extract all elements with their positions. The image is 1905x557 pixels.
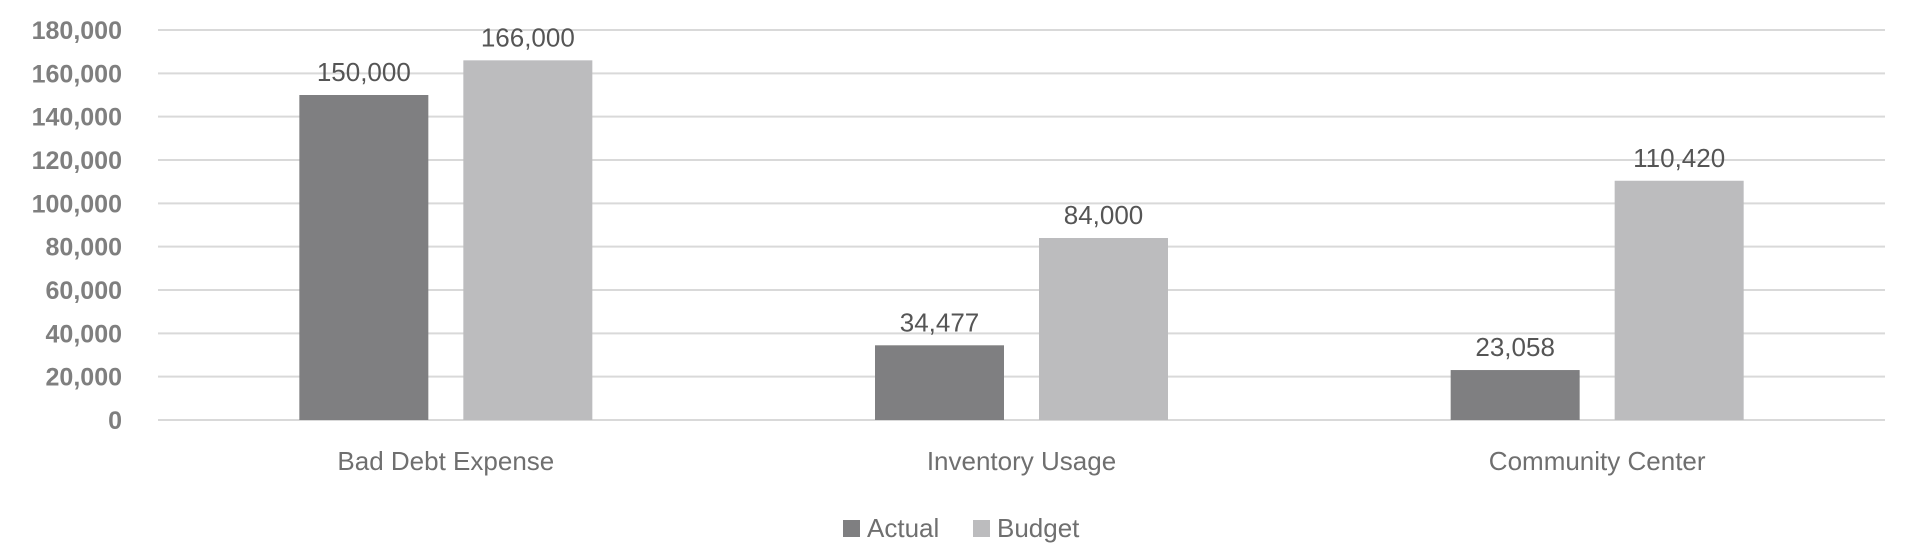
legend-swatch-actual: [843, 520, 860, 537]
legend-swatch-budget: [973, 520, 990, 537]
y-tick-label: 80,000: [46, 234, 122, 262]
data-labels: 150,000 166,000 34,477 84,000 23,058 110,420: [317, 22, 1725, 362]
x-category-label: Inventory Usage: [927, 446, 1116, 476]
y-tick-label: 160,000: [32, 60, 122, 88]
bars: [299, 60, 1744, 420]
x-category-label: Community Center: [1489, 446, 1706, 476]
y-tick-label: 0: [108, 407, 122, 435]
bar-budget: [1614, 180, 1744, 420]
y-tick-label: 100,000: [32, 190, 122, 218]
data-label: 110,420: [1633, 143, 1725, 173]
y-tick-label: 140,000: [32, 104, 122, 132]
data-label: 150,000: [317, 57, 411, 87]
y-tick-label: 20,000: [46, 364, 122, 392]
y-tick-label: 40,000: [46, 320, 122, 348]
bar-budget: [1039, 238, 1168, 420]
y-tick-label: 180,000: [32, 17, 122, 45]
y-tick-label: 120,000: [32, 147, 122, 175]
legend-label-actual: Actual: [867, 513, 939, 543]
data-label: 84,000: [1064, 200, 1144, 230]
data-label: 34,477: [900, 307, 980, 337]
data-label: 166,000: [481, 22, 575, 52]
legend: Actual Budget: [843, 513, 1080, 543]
bar-actual: [1450, 370, 1580, 420]
bar-actual: [299, 95, 429, 420]
bar-budget: [463, 60, 593, 420]
y-axis: 0 20,000 40,000 60,000 80,000 100,000 120,000 1…: [32, 17, 122, 435]
x-axis: Bad Debt Expense Inventory Usage Community…: [337, 446, 1705, 476]
bar-actual: [875, 345, 1004, 420]
data-label: 23,058: [1475, 332, 1555, 362]
x-category-label: Bad Debt Expense: [337, 446, 554, 476]
gridlines: [158, 29, 1885, 421]
legend-label-budget: Budget: [997, 513, 1080, 543]
y-tick-label: 60,000: [46, 277, 122, 305]
